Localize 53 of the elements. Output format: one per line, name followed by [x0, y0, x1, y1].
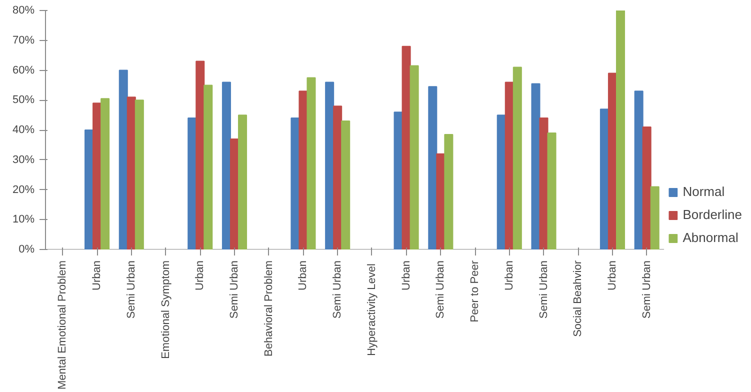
x-tick-label: Urban — [606, 260, 618, 290]
x-tick-label: Urban — [297, 260, 310, 290]
x-tick-label: Urban — [194, 260, 206, 290]
bar — [306, 77, 316, 250]
legend-label: Abnormal — [682, 230, 738, 245]
y-tick-label: 40% — [12, 124, 35, 136]
bar — [642, 126, 652, 250]
bar — [512, 66, 522, 250]
x-tick-label: Peer to Peer — [469, 260, 482, 322]
x-tick-label: Urban — [400, 260, 412, 290]
bar — [333, 106, 342, 250]
x-tick-label: Hyperactivity Level — [366, 264, 378, 356]
bar — [428, 86, 438, 250]
bar — [547, 132, 556, 250]
bar — [222, 82, 231, 250]
bar — [238, 114, 248, 250]
bar — [196, 60, 205, 250]
bar — [444, 134, 454, 250]
x-tick-label: Semi Urban — [434, 260, 447, 319]
x-tick-label: Emotional Symptom — [160, 260, 172, 359]
bar — [402, 46, 411, 250]
y-tick-label: 0% — [18, 244, 35, 256]
bar — [539, 118, 548, 250]
bar — [204, 84, 213, 250]
legend-label: Normal — [682, 184, 725, 199]
y-tick-label: 10% — [12, 214, 35, 226]
bar — [634, 90, 644, 250]
x-tick-label: Semi Urban — [228, 260, 240, 319]
bar — [100, 98, 110, 250]
y-tick-label: 70% — [12, 34, 35, 46]
bar — [325, 82, 334, 250]
bar — [118, 70, 128, 250]
x-tick-label: Social Beahvior — [572, 260, 584, 337]
y-tick-label: 50% — [12, 94, 35, 106]
bar — [650, 186, 660, 250]
legend-label: Borderline — [682, 207, 742, 222]
x-tick-label: Urban — [503, 260, 516, 290]
x-tick-label: Semi Urban — [332, 260, 344, 319]
bar — [531, 83, 540, 250]
x-tick-label: Mental Emotional Problem — [56, 260, 69, 390]
bar — [616, 10, 626, 250]
bar — [134, 100, 144, 250]
x-tick-label: Urban — [91, 260, 104, 290]
x-tick-label: Semi Urban — [640, 260, 653, 319]
y-tick-label: 20% — [12, 184, 35, 196]
y-tick-label: 60% — [12, 64, 35, 76]
x-tick-label: Semi Urban — [125, 260, 138, 319]
y-tick-label: 30% — [12, 154, 35, 166]
x-tick-label: Behavioral Problem — [262, 260, 275, 356]
y-tick-label: 80% — [12, 4, 35, 16]
bar — [341, 120, 350, 250]
x-tick-label: Semi Urban — [538, 260, 550, 319]
bar — [410, 65, 419, 250]
